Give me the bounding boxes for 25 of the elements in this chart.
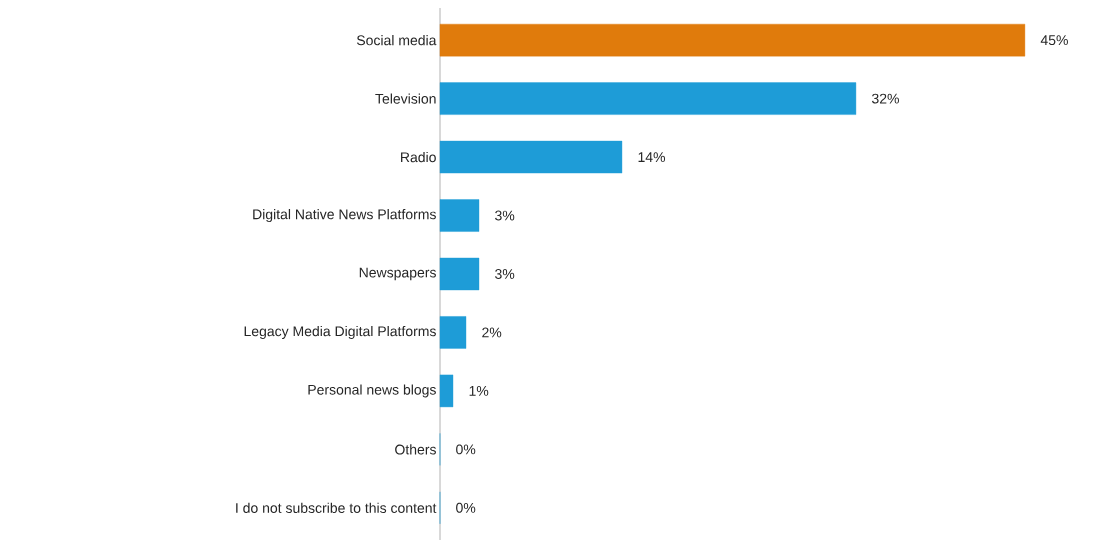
data-label: 0% — [456, 444, 476, 455]
data-label: 1% — [469, 386, 489, 396]
data-label: 14% — [638, 152, 666, 162]
data-label: 2% — [482, 327, 502, 338]
y-tick-label: Digital Native News Platforms — [253, 209, 436, 223]
bar — [439, 374, 454, 408]
data-label: 3% — [495, 210, 515, 221]
bar — [439, 140, 623, 174]
bar — [439, 257, 480, 291]
bar — [439, 199, 480, 232]
bar — [439, 23, 1026, 57]
y-tick-label: Social media — [356, 35, 437, 46]
y-tick-label: Personal news blogs — [308, 384, 436, 398]
data-label: 0% — [456, 502, 476, 513]
y-tick-label: Others — [395, 444, 436, 455]
y-tick-label: Newspapers — [359, 267, 436, 281]
data-label: 3% — [495, 269, 515, 279]
y-tick-label: Legacy Media Digital Platforms — [244, 325, 436, 339]
y-tick-label: Television — [375, 93, 436, 104]
bar — [439, 316, 467, 349]
bar — [439, 82, 857, 115]
y-tick-label: Radio — [401, 151, 436, 163]
y-tick-label: I do not subscribe to this content — [236, 502, 437, 513]
data-label: 32% — [872, 93, 899, 104]
data-label: 45% — [1040, 35, 1068, 46]
